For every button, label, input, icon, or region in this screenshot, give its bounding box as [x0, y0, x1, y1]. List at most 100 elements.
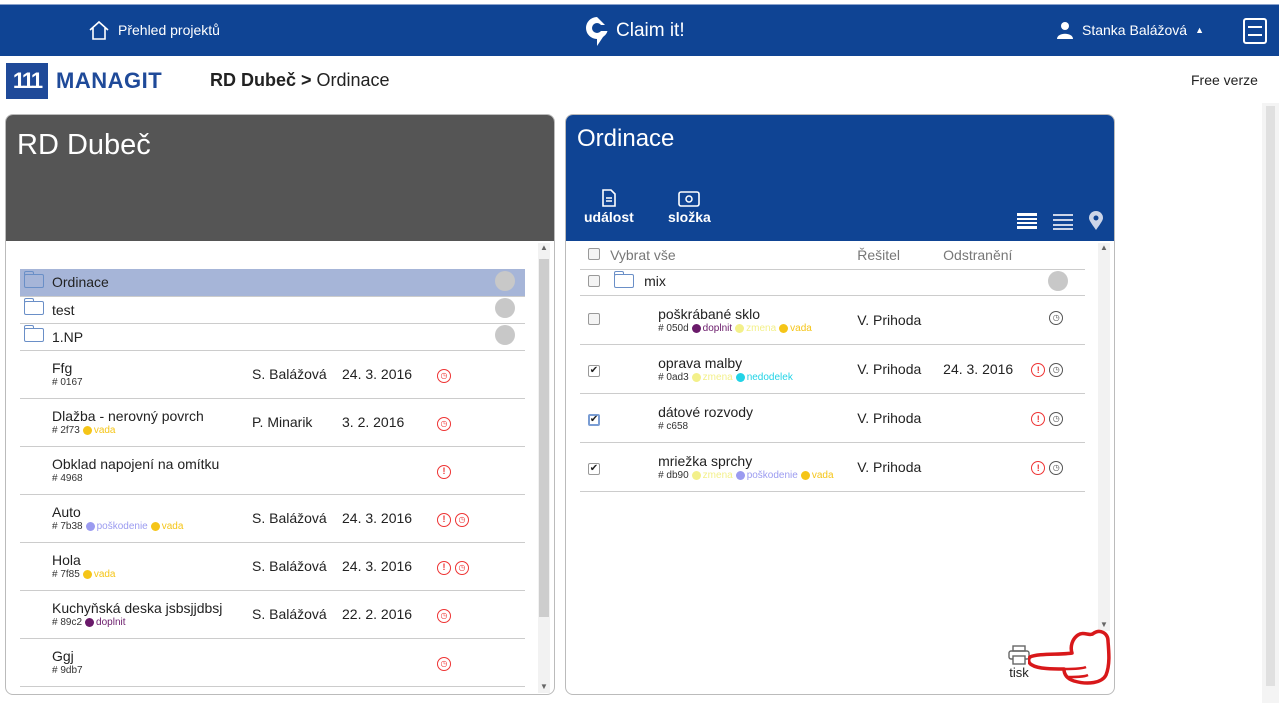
list-item[interactable]: Ggj # 9db7 ◷ — [20, 638, 525, 686]
item-meta: # 050d doplnit zmena vada — [658, 323, 857, 334]
user-icon — [1057, 22, 1073, 39]
folder-row[interactable]: Ordinace — [20, 269, 525, 296]
status-circle-icon — [1048, 270, 1069, 291]
folder-row[interactable]: test — [20, 296, 525, 323]
tag-dot-icon — [800, 470, 810, 480]
right-item-list: Vybrat vše Řešitel Odstranění mix poškrábané… — [580, 241, 1085, 492]
list-icon[interactable] — [1052, 212, 1074, 230]
tag-dot-icon — [85, 618, 95, 627]
scroll-down-icon[interactable]: ▼ — [1100, 620, 1108, 629]
list-item[interactable]: ✔ oprava malby # 0ad3 zmena nedodelek V. Prih… — [580, 344, 1085, 393]
list-item[interactable]: Obklad napojení na omítku # 4968! — [20, 446, 525, 494]
item-hash: # 7b38 — [52, 521, 83, 532]
alarm-clock-icon[interactable]: ◷ — [1049, 412, 1064, 427]
item-tag: vada — [779, 323, 812, 334]
list-item[interactable]: Ffg # 0167 S. Balážová 24. 3. 2016 ◷ — [20, 350, 525, 398]
breadcrumb-parent[interactable]: RD Dubeč — [210, 70, 297, 90]
tag-label: zmena — [702, 469, 733, 481]
item-hash: # 050d — [658, 322, 689, 334]
tag-label: poškodenie — [96, 521, 148, 532]
list-item[interactable]: poškrábané sklo # 050d doplnit zmena vada V. … — [580, 295, 1085, 344]
select-all-label[interactable]: Vybrat vše — [610, 246, 676, 263]
alert-icon[interactable]: ! — [437, 512, 451, 527]
alert-icon[interactable]: ! — [437, 560, 451, 575]
row-checkbox[interactable]: ✔ — [588, 462, 600, 475]
row-checkbox[interactable] — [588, 312, 600, 325]
tag-label: zmena — [702, 371, 733, 383]
alert-icon[interactable]: ! — [1031, 363, 1046, 378]
folder-icon — [614, 271, 635, 288]
status-circle-icon — [495, 298, 515, 318]
scroll-down-icon[interactable]: ▼ — [540, 682, 548, 691]
alarm-clock-icon[interactable]: ◷ — [455, 512, 469, 527]
alert-icon[interactable]: ! — [437, 464, 451, 479]
folder-row[interactable]: mix — [580, 269, 1085, 295]
item-title: mriežka sprchy — [658, 452, 753, 469]
folder-label: Ordinace — [52, 274, 109, 291]
item-tag: zmena — [735, 323, 776, 334]
column-resolver[interactable]: Řešitel — [857, 246, 900, 263]
new-folder-icon — [678, 191, 701, 207]
item-tag: vada — [150, 521, 183, 532]
list-item[interactable]: Dlažba - nerovný povrch # 2f73 vada P. Mina… — [20, 398, 525, 446]
map-pin-icon[interactable] — [1088, 211, 1104, 231]
alarm-clock-icon[interactable]: ◷ — [437, 369, 451, 383]
alarm-clock-icon[interactable]: ◷ — [437, 609, 451, 623]
alert-icon[interactable]: ! — [1031, 461, 1046, 476]
alarm-clock-icon[interactable]: ◷ — [437, 417, 451, 431]
left-scrollbar-thumb[interactable] — [539, 259, 549, 617]
print-button[interactable]: tisk — [1008, 645, 1030, 680]
tag-dot-icon — [82, 570, 92, 579]
folder-row[interactable]: 1.NP — [20, 323, 525, 350]
tag-dot-icon — [735, 470, 745, 480]
new-folder-button[interactable]: složka — [668, 189, 711, 225]
item-tag: doplnit — [85, 617, 126, 628]
item-hash: # 0ad3 — [658, 371, 689, 383]
alarm-clock-icon[interactable]: ◷ — [1049, 363, 1064, 378]
left-scrollbar[interactable]: ▲ ▼ — [538, 243, 550, 693]
alarm-clock-icon[interactable]: ◷ — [455, 560, 469, 575]
scroll-up-icon[interactable]: ▲ — [1100, 243, 1108, 252]
item-tag: doplnit — [691, 323, 732, 334]
item-tag: zmena — [691, 469, 733, 481]
folder-label: mix — [644, 273, 666, 289]
new-event-label: událost — [584, 209, 634, 225]
tag-dot-icon — [779, 323, 789, 333]
item-meta: # 7f85 vada — [52, 569, 252, 580]
item-date: 24. 3. 2016 — [342, 558, 413, 574]
list-item[interactable]: Kuchyňská deska jsbsjjdbsj # 89c2 doplnit S… — [20, 590, 525, 638]
row-checkbox[interactable]: ✔ — [588, 364, 600, 377]
right-scrollbar[interactable]: ▲ ▼ — [1098, 243, 1110, 631]
list-item[interactable]: ✔ mriežka sprchy # db90 zmena poškodenie vada… — [580, 442, 1085, 491]
logo-mark: 111 — [6, 63, 48, 99]
list-item[interactable]: Auto # 7b38 poškodenie vada S. Balážová 24. 3… — [20, 494, 525, 542]
list-item[interactable]: Hola # 7f85 vada S. Balážová 24. 3. 2016! ◷ — [20, 542, 525, 590]
cabinet-icon[interactable] — [1243, 18, 1267, 44]
column-removal[interactable]: Odstranění — [943, 246, 1013, 263]
item-date: 24. 3. 2016 — [342, 366, 413, 382]
left-item-list: Ordinace test 1.NP Ffg # 0167 S. Balážová 24. … — [20, 269, 525, 694]
alarm-clock-icon[interactable]: ◷ — [1049, 311, 1064, 325]
row-checkbox[interactable] — [588, 275, 600, 287]
projects-overview-link[interactable]: Přehled projektů — [88, 19, 220, 41]
alert-icon[interactable]: ! — [1031, 412, 1046, 427]
scroll-up-icon[interactable]: ▲ — [540, 243, 548, 252]
item-resolver: V. Prihoda — [857, 311, 922, 328]
breadcrumb-current: Ordinace — [316, 70, 390, 90]
list-item[interactable]: Ghg — [20, 686, 525, 694]
alarm-clock-icon[interactable]: ◷ — [437, 657, 451, 671]
tag-dot-icon — [691, 323, 701, 333]
item-meta: # 89c2 doplnit — [52, 617, 252, 628]
select-all-checkbox[interactable] — [588, 247, 600, 260]
user-menu[interactable]: Stanka Balážová ▲ — [1056, 21, 1204, 39]
item-meta: # 2f73 vada — [52, 425, 252, 436]
view-switcher — [1016, 211, 1104, 231]
row-checkbox[interactable]: ✔ — [588, 413, 600, 426]
list-item[interactable]: ✔ dátové rozvody # c658 V. Prihoda! ◷ — [580, 393, 1085, 442]
page-scrollbar-thumb[interactable] — [1266, 106, 1275, 686]
new-event-button[interactable]: událost — [584, 189, 634, 225]
list-detail-icon[interactable] — [1016, 212, 1038, 230]
alarm-clock-icon[interactable]: ◷ — [1049, 461, 1064, 476]
tag-dot-icon — [735, 323, 745, 333]
page-scrollbar[interactable] — [1262, 103, 1279, 703]
